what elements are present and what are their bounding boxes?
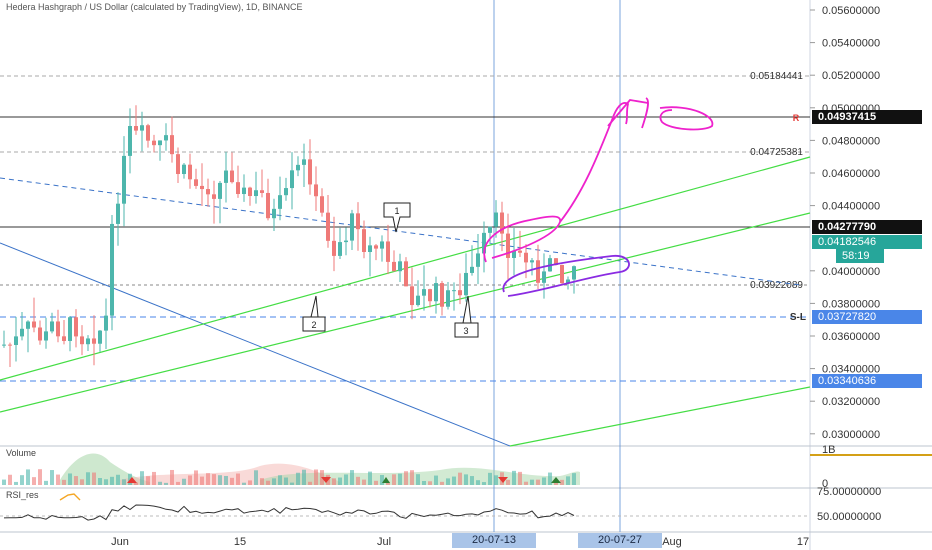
channel-middle-line[interactable] xyxy=(0,212,811,413)
stop-price-tag: 0.03727820 xyxy=(812,310,922,324)
stop-loss-label: S-L xyxy=(790,312,806,323)
time-label-jul: Jul xyxy=(377,536,391,548)
level-upper-label: 0.05184441 xyxy=(750,71,803,82)
level-mid-label: 0.04725381 xyxy=(750,147,803,158)
price-axis[interactable]: 0.056000000.054000000.052000000.05000000… xyxy=(810,5,880,441)
callout-1[interactable]: 1 xyxy=(383,202,411,233)
rsi-line xyxy=(3,504,575,521)
volume-up-arrow-1 xyxy=(382,477,390,483)
volume-down-arrow-1 xyxy=(127,477,137,483)
countdown-tag: 58:19 xyxy=(836,249,884,263)
price-axis-label: 0.05400000 xyxy=(822,38,880,50)
price-axis-label: 0.03600000 xyxy=(822,331,880,343)
volume-area-green xyxy=(60,453,150,485)
price-axis-label: 0.04400000 xyxy=(822,201,880,213)
drawing-ellipse-upper[interactable] xyxy=(483,215,561,263)
price-axis-label: 0.04800000 xyxy=(822,135,880,147)
price-axis-label: 0.03000000 xyxy=(822,429,880,441)
price-axis-label: 0.05600000 xyxy=(822,5,880,17)
rsi-axis-mid: 50.00000000 xyxy=(817,511,881,523)
price-axis-label: 0.05200000 xyxy=(822,70,880,82)
support-price-tag: 0.03340636 xyxy=(812,374,922,388)
chart-title: Hedera Hashgraph / US Dollar (calculated… xyxy=(6,2,303,12)
drawing-ellipse-lower[interactable] xyxy=(502,255,630,297)
drawing-target-text[interactable] xyxy=(641,97,714,131)
drawing-arrow-up[interactable] xyxy=(559,102,630,223)
current-price-tag: 0.04182546 xyxy=(812,235,922,249)
time-label-jun: Jun xyxy=(111,536,129,548)
volume-axis-bottom: 0 xyxy=(822,478,828,490)
price-axis-label: 0.03400000 xyxy=(822,364,880,376)
time-label-aug: Aug xyxy=(662,536,682,548)
price-axis-label: 0.04000000 xyxy=(822,266,880,278)
target-price-tag: 0.04937415 xyxy=(812,110,922,124)
volume-down-arrow-3 xyxy=(498,477,508,483)
price-axis-label: 0.03800000 xyxy=(822,298,880,310)
blue-downtrend-line[interactable] xyxy=(0,242,511,447)
rsi-axis-top: 75.00000000 xyxy=(817,486,881,498)
time-highlight-1: 20-07-13 xyxy=(452,533,536,548)
callout-3[interactable]: 3 xyxy=(454,295,479,338)
resistance-price-tag: 0.04277790 xyxy=(812,220,922,234)
time-highlight-2: 20-07-27 xyxy=(578,533,662,548)
callout-1-text: 1 xyxy=(394,206,399,216)
time-label-17: 17 xyxy=(797,536,809,548)
level-low-label: 0.03922089 xyxy=(750,280,803,291)
callout-3-text: 3 xyxy=(463,326,468,336)
volume-axis-top: 1B xyxy=(822,444,835,456)
volume-pane-label: Volume xyxy=(6,448,37,458)
volume-down-arrow-2 xyxy=(321,477,331,483)
price-axis-label: 0.04600000 xyxy=(822,168,880,180)
price-axis-label: 0.03200000 xyxy=(822,396,880,408)
callout-2[interactable]: 2 xyxy=(302,295,326,332)
channel-lower-line[interactable] xyxy=(509,386,811,447)
volume-bars xyxy=(2,469,576,485)
volume-up-arrow-2 xyxy=(551,477,561,483)
target-marker: R xyxy=(793,113,800,123)
rsi-pane-label: RSI_res xyxy=(6,490,39,500)
callout-2-text: 2 xyxy=(311,320,316,330)
time-label-15: 15 xyxy=(234,536,246,548)
